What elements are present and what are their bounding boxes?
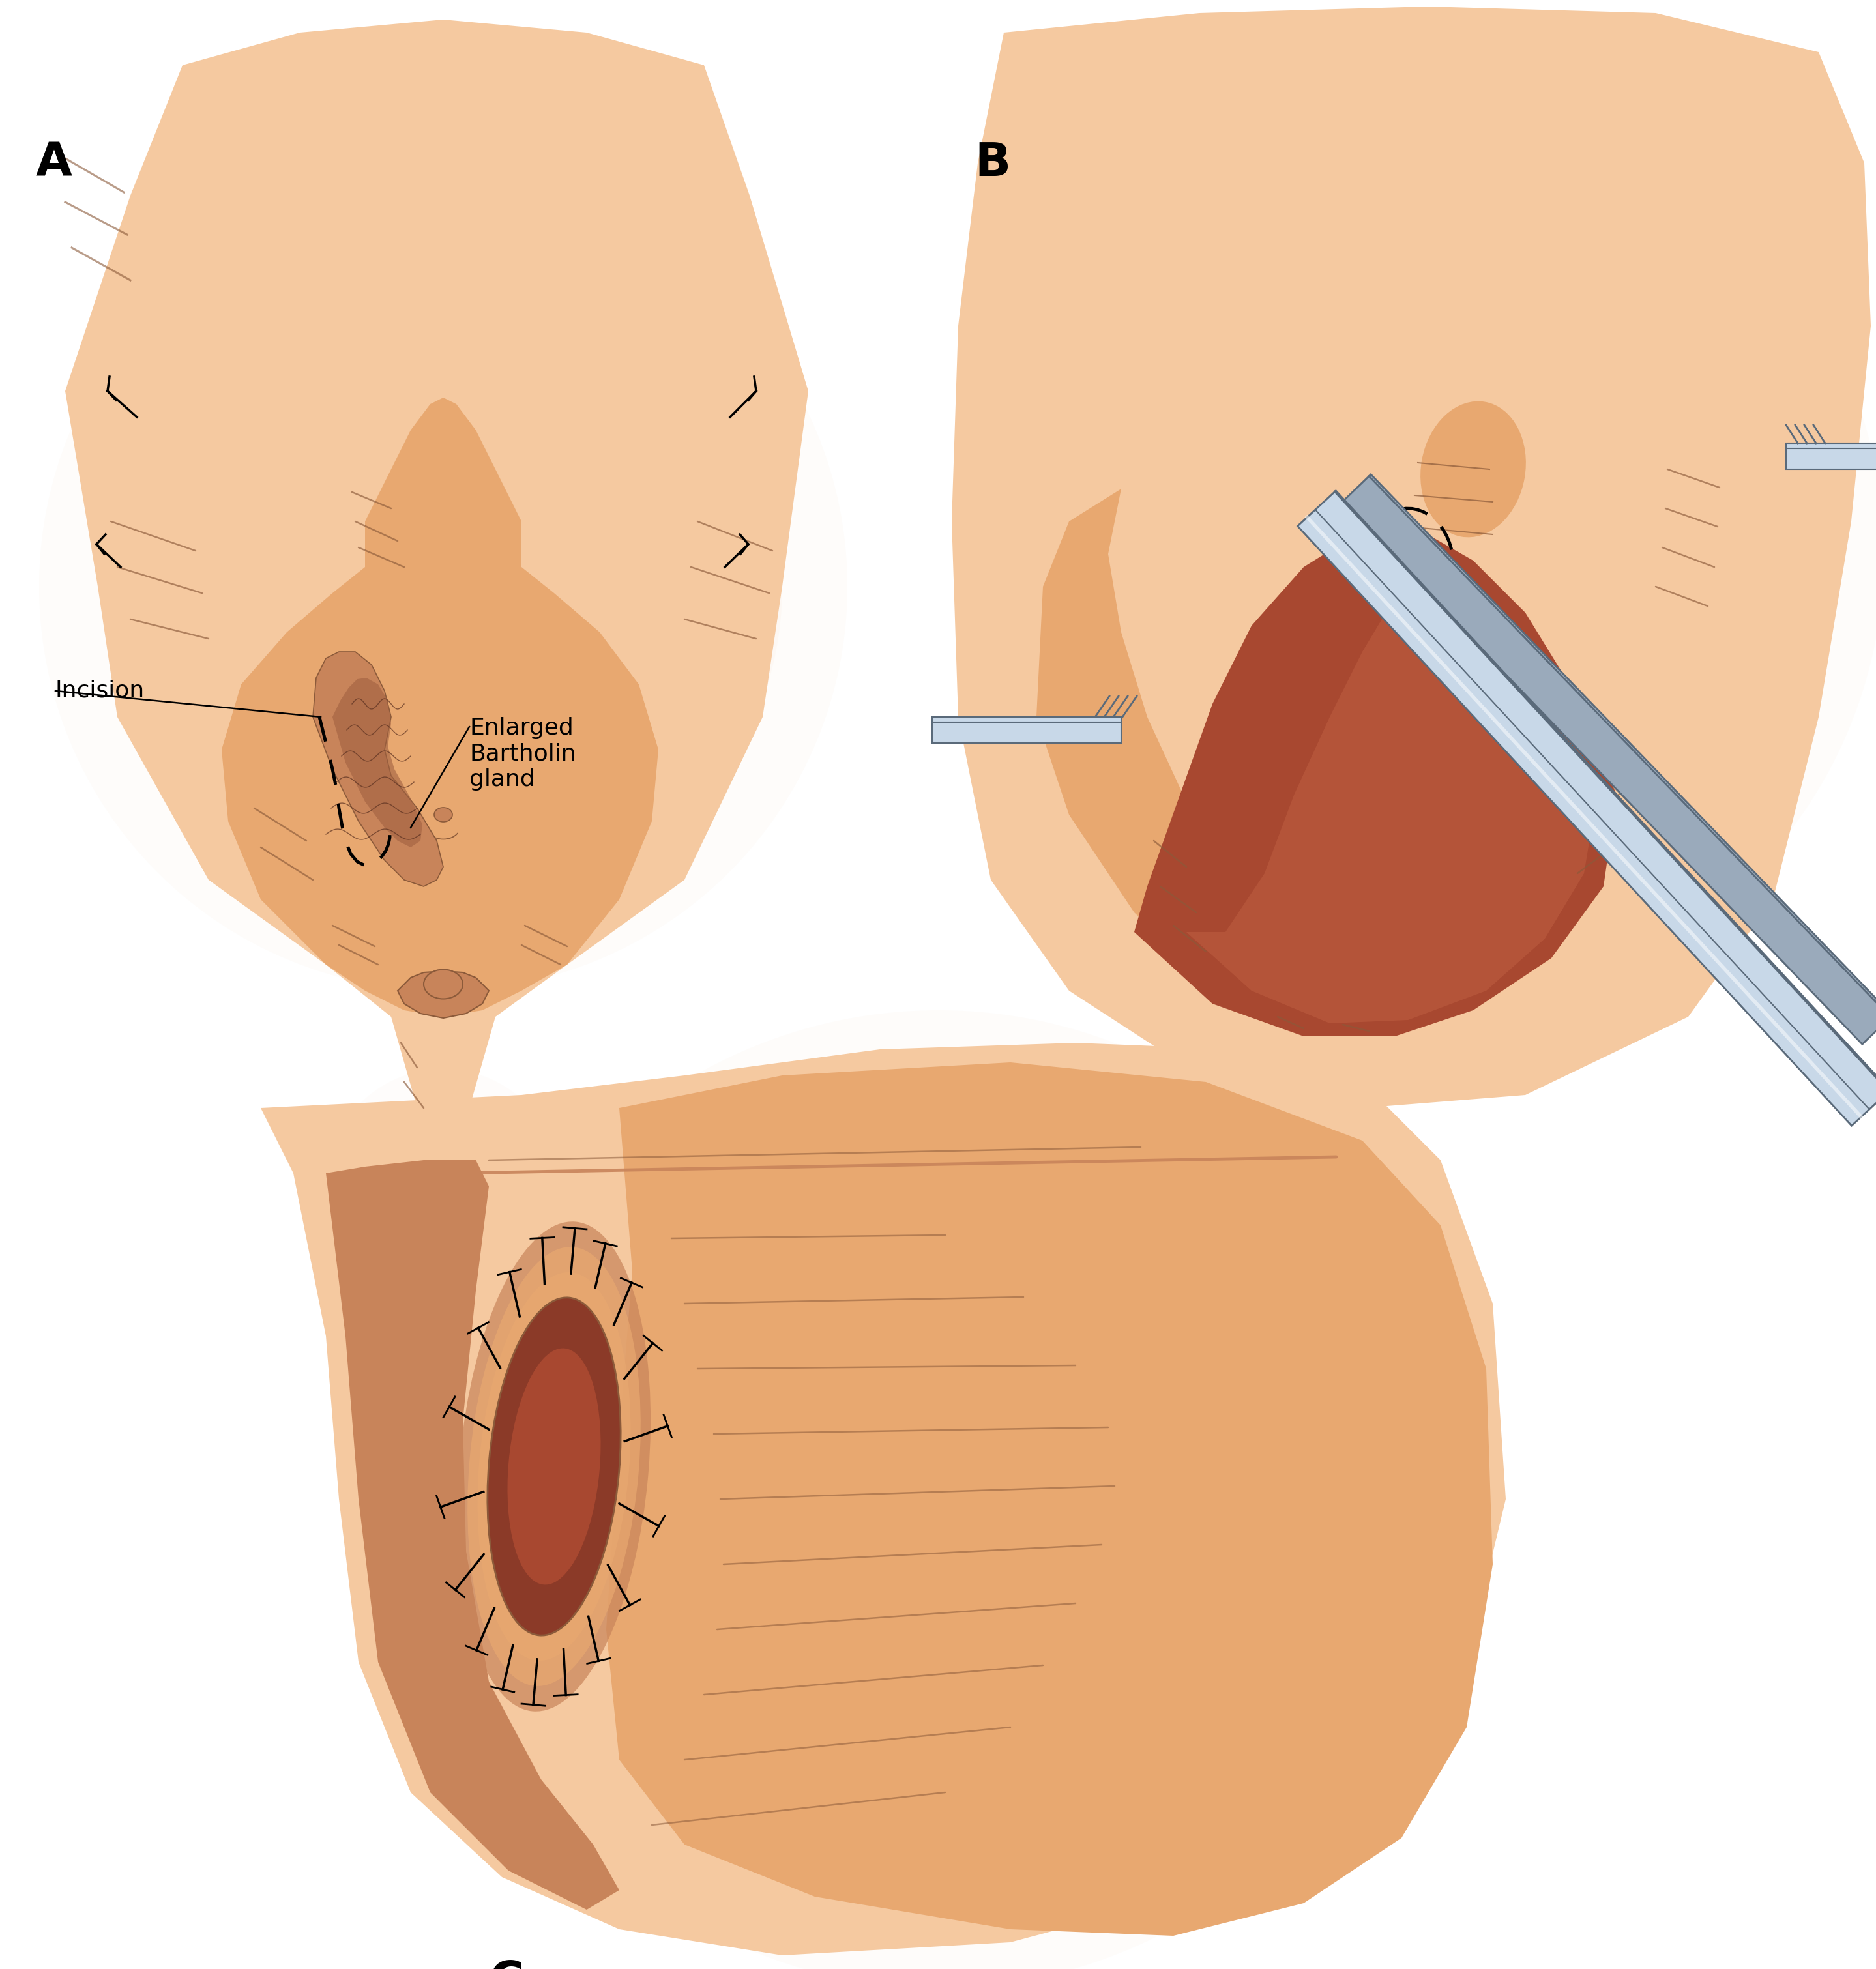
Text: B: B	[974, 140, 1011, 185]
Polygon shape	[261, 1044, 1506, 1955]
Circle shape	[169, 313, 717, 860]
Ellipse shape	[424, 969, 463, 998]
Circle shape	[645, 1205, 1233, 1792]
Ellipse shape	[1420, 402, 1525, 538]
Ellipse shape	[507, 1349, 600, 1585]
Circle shape	[300, 443, 587, 730]
Polygon shape	[326, 1160, 619, 1910]
Polygon shape	[313, 652, 443, 886]
Polygon shape	[1036, 488, 1383, 1036]
Ellipse shape	[488, 1298, 621, 1636]
Polygon shape	[951, 6, 1870, 1109]
Circle shape	[1219, 345, 1636, 762]
Ellipse shape	[467, 1246, 640, 1685]
Circle shape	[234, 378, 651, 795]
Text: Enlarged
Bartholin
gland: Enlarged Bartholin gland	[469, 717, 576, 790]
Polygon shape	[1186, 561, 1596, 1024]
Circle shape	[450, 1010, 1428, 1969]
Polygon shape	[398, 971, 490, 1018]
Polygon shape	[1786, 443, 1876, 469]
Polygon shape	[332, 677, 422, 847]
Circle shape	[390, 1134, 495, 1239]
Polygon shape	[606, 1063, 1493, 1936]
Circle shape	[358, 1101, 527, 1270]
Circle shape	[39, 183, 848, 990]
Polygon shape	[1341, 475, 1876, 1044]
Circle shape	[1135, 260, 1720, 847]
Polygon shape	[66, 20, 809, 1044]
Circle shape	[105, 248, 782, 925]
Circle shape	[743, 1303, 1135, 1695]
Circle shape	[326, 1069, 561, 1303]
Polygon shape	[221, 398, 658, 1016]
Ellipse shape	[478, 1272, 630, 1660]
Text: C: C	[490, 1959, 523, 1969]
Circle shape	[548, 1109, 1330, 1890]
Ellipse shape	[458, 1221, 651, 1711]
Polygon shape	[390, 1004, 495, 1337]
Circle shape	[972, 98, 1876, 1010]
Circle shape	[1049, 175, 1805, 931]
Text: Incision: Incision	[56, 679, 144, 703]
Polygon shape	[932, 717, 1122, 742]
Ellipse shape	[1401, 366, 1546, 547]
Text: A: A	[36, 140, 73, 185]
Polygon shape	[1135, 522, 1617, 1036]
Ellipse shape	[433, 807, 452, 821]
Polygon shape	[1298, 490, 1876, 1126]
